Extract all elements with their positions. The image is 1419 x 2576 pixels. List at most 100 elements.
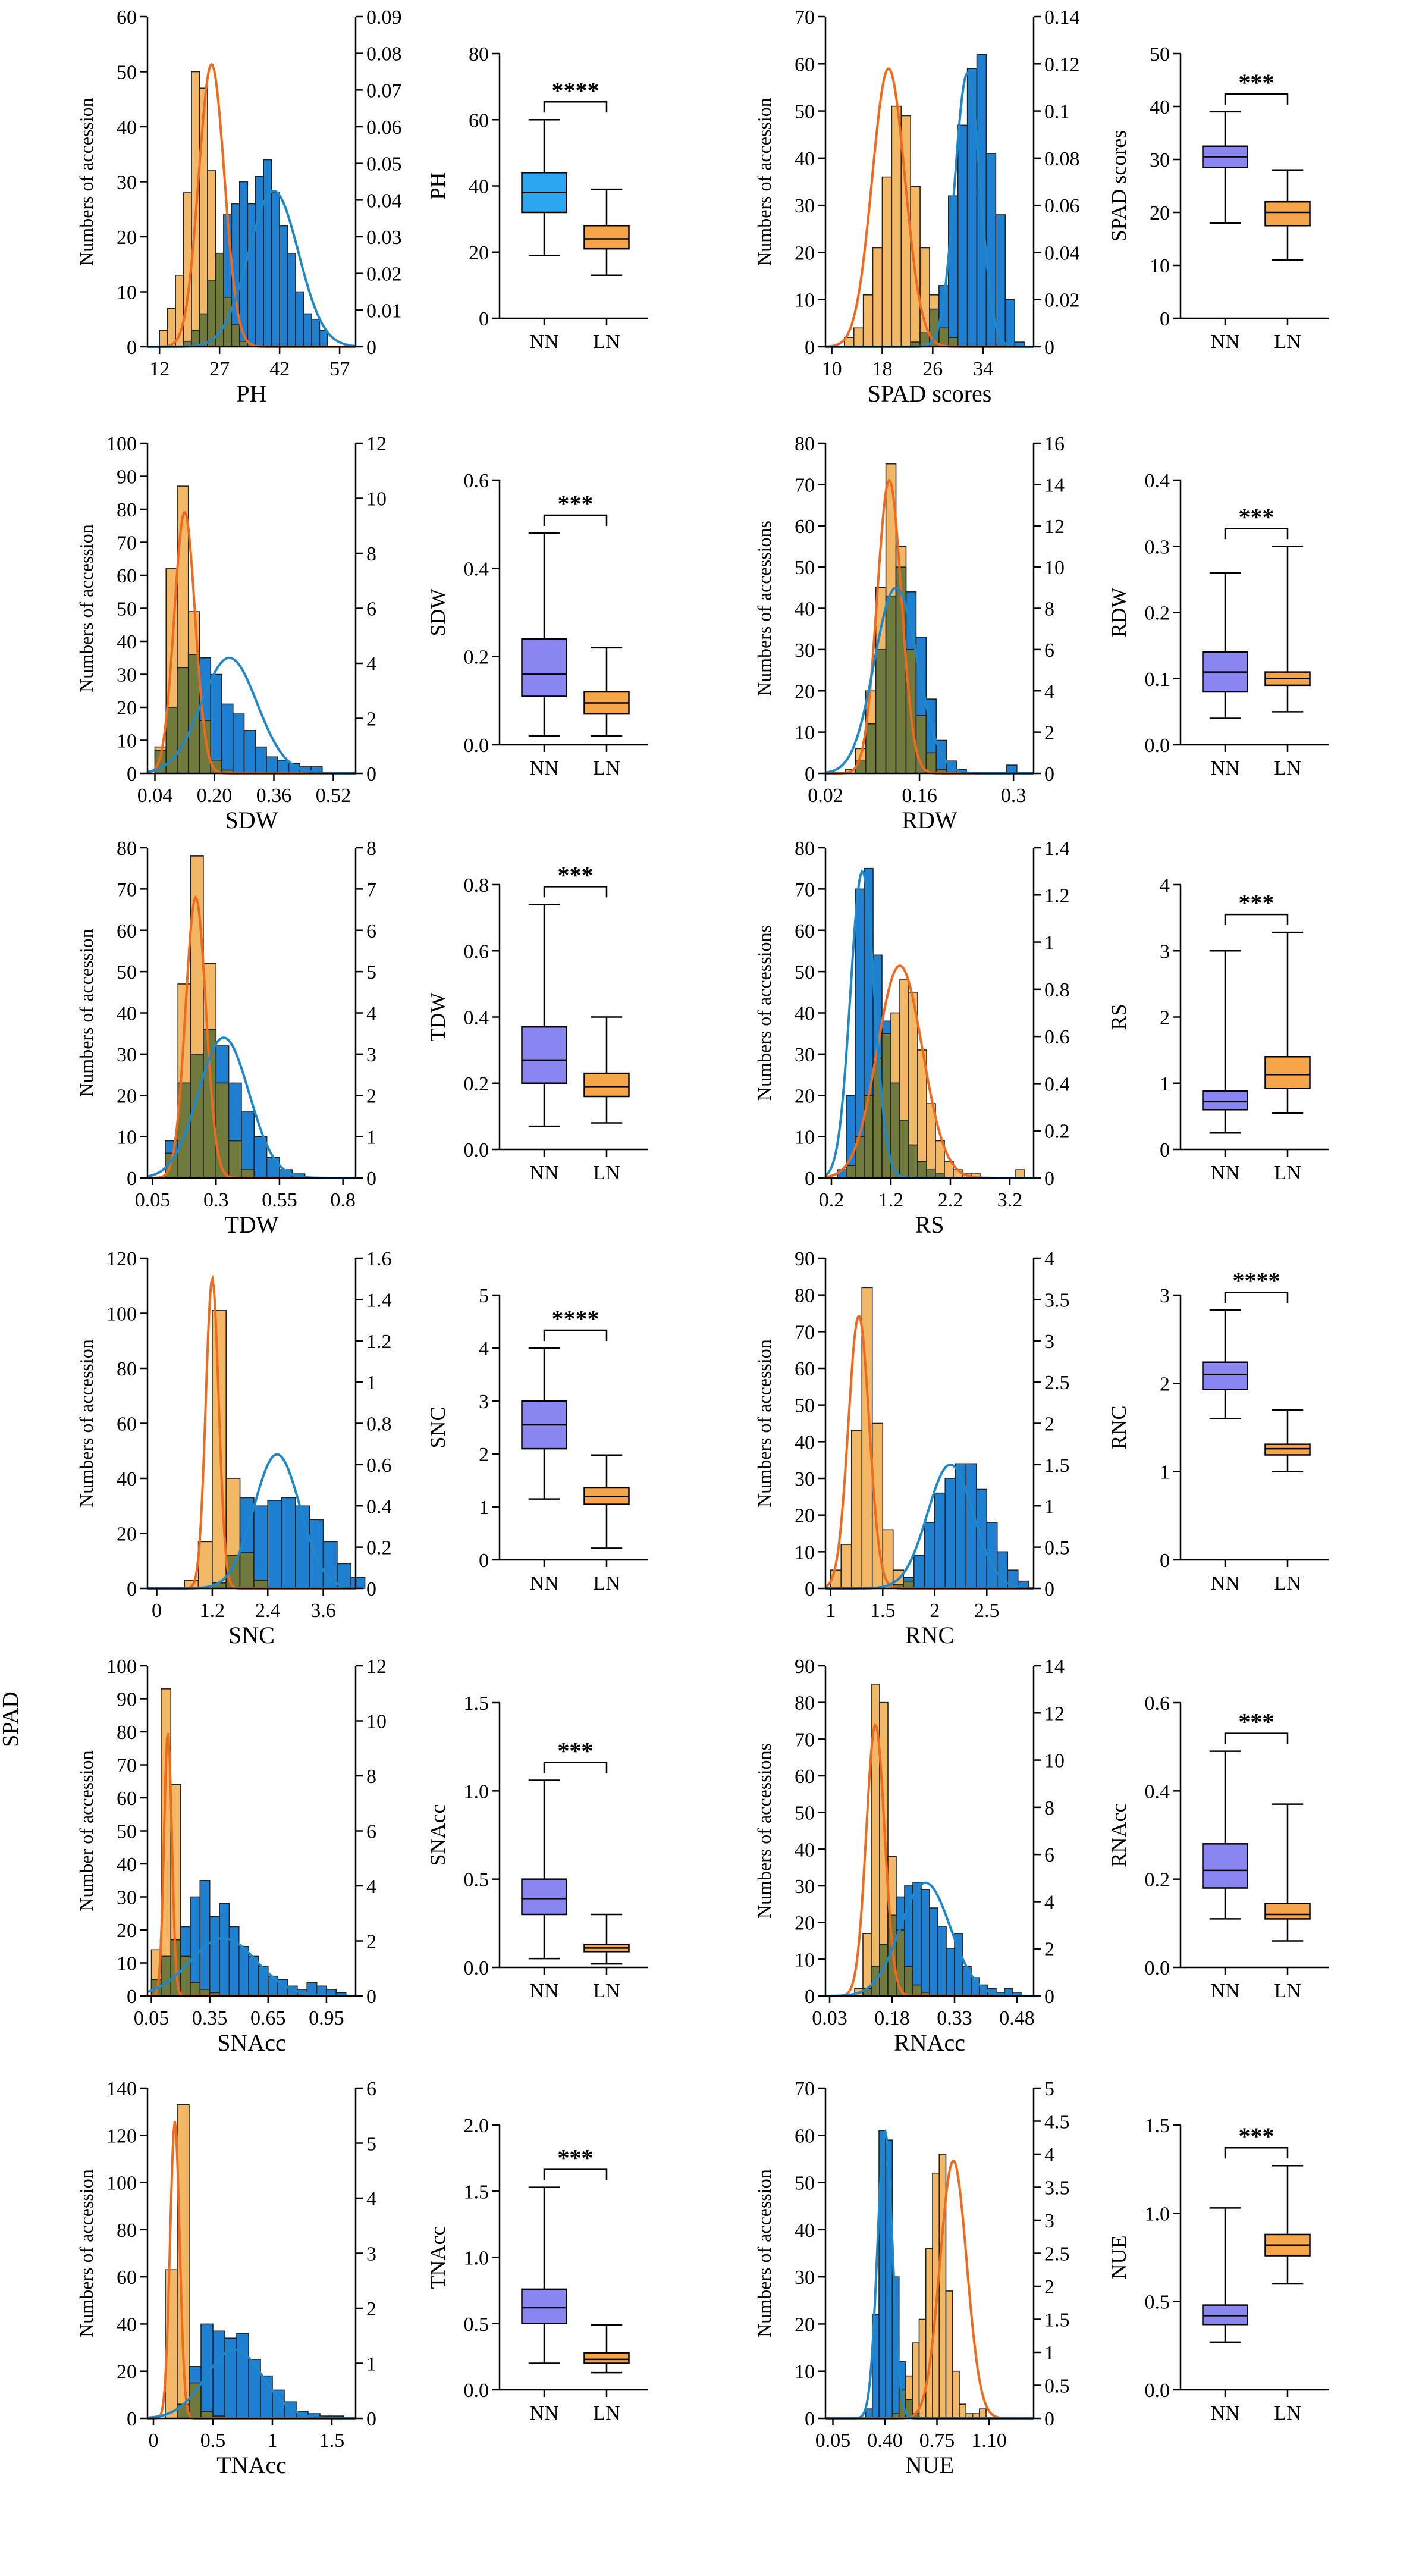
y2-tick-label-RNC-2: 1 xyxy=(1044,1496,1054,1518)
nn-bar-PH-16 xyxy=(287,252,296,347)
y2-tick-label-SNC-1: 0.2 xyxy=(366,1537,392,1559)
y2-tick-label-PH-5: 0.05 xyxy=(366,153,402,176)
nn-bar-RNC-9 xyxy=(924,1522,935,1589)
stray-label-spad: SPAD xyxy=(0,1691,23,1747)
y-tick-label-SPAD-0: 0 xyxy=(805,337,815,359)
y-tick-label-PH_box-4: 80 xyxy=(469,43,489,65)
y-tick-label-RDW-2: 20 xyxy=(795,681,815,703)
nn-bar-RNC-13 xyxy=(965,1463,977,1589)
nn-bar-RNAcc-7 xyxy=(912,1882,922,1997)
x-axis-label-RS: RS xyxy=(915,1211,944,1238)
y-tick-label-TDW-2: 20 xyxy=(117,1085,137,1107)
y-tick-label-TDW-5: 50 xyxy=(117,961,137,983)
y-tick-label-SDW-3: 30 xyxy=(117,665,137,687)
nn-bar-SDW-11 xyxy=(277,760,290,774)
y-axis-label-RS_box: RS xyxy=(1107,1004,1131,1030)
y-tick-label-RS-4: 40 xyxy=(795,1003,815,1025)
nn-bar-PH-18 xyxy=(303,313,312,347)
x-tick-label-SNAcc-1: 0.35 xyxy=(192,2007,228,2029)
y-tick-label-RDW_box-0: 0.0 xyxy=(1145,735,1170,757)
y2-tick-label-RS-3: 0.6 xyxy=(1044,1026,1070,1048)
y2-tick-label-SNAcc-2: 4 xyxy=(366,1876,376,1898)
x-tick-label-RS-2: 2.2 xyxy=(938,1189,963,1211)
y2-tick-label-RS-7: 1.4 xyxy=(1044,838,1070,860)
y-tick-label-TDW_box-2: 0.4 xyxy=(464,1007,489,1029)
y2-tick-label-RNC-7: 3.5 xyxy=(1044,1289,1070,1311)
y-tick-label-RNAcc-0: 0 xyxy=(805,1986,815,2008)
y-tick-label-TNAcc-4: 80 xyxy=(117,2220,137,2242)
histogram-RNC: 0 10 20 30 40 50 60 70 80 90 0 0.5 1 1.5 2 2.5 3 3.5 4 1 1.5… xyxy=(754,1248,1070,1649)
y2-tick-label-SPAD-6: 0.12 xyxy=(1044,54,1080,76)
y-tick-label-RNAcc_box-0: 0.0 xyxy=(1145,1957,1170,1979)
y-tick-label-TDW-6: 60 xyxy=(117,920,137,942)
category-label-nn-RNC_box: NN xyxy=(1210,1572,1239,1594)
y2-tick-label-SNAcc-4: 8 xyxy=(366,1766,376,1788)
x-tick-label-RNAcc-0: 0.03 xyxy=(812,2007,847,2029)
y2-tick-label-RNC-0: 0 xyxy=(1044,1578,1054,1600)
x-axis-label-NUE: NUE xyxy=(905,2452,954,2478)
ln-bar-SPAD-5 xyxy=(891,105,902,347)
y-tick-label-RDW-1: 10 xyxy=(795,722,815,744)
category-label-ln-RNAcc_box: LN xyxy=(1274,1980,1301,2002)
y-tick-label-PH-1: 10 xyxy=(117,282,137,304)
nn-bar-TNAcc-7 xyxy=(248,2359,261,2419)
significance-label-SNAcc_box: *** xyxy=(558,1738,594,1765)
x-tick-label-SNAcc-0: 0.05 xyxy=(134,2007,169,2029)
significance-bracket-RDW_box xyxy=(1224,528,1289,540)
nn-bar-TDW-6 xyxy=(241,1111,255,1179)
y-tick-label-RDW-4: 40 xyxy=(795,598,815,621)
x-tick-label-NUE-3: 1.10 xyxy=(971,2430,1007,2452)
y-tick-label-RS-6: 60 xyxy=(795,920,815,942)
boxplot-SPAD_box: 0 10 20 30 40 50 NN LN *** SPAD scores xyxy=(1107,43,1329,353)
nn-bar-SNAcc-4 xyxy=(190,1896,201,1997)
category-label-ln-TNAcc_box: LN xyxy=(593,2402,620,2424)
y-tick-label-SNC-3: 60 xyxy=(117,1414,137,1436)
ln-bar-NUE-12 xyxy=(945,2290,953,2419)
nn-bar-RDW-16 xyxy=(1006,764,1018,774)
y-tick-label-PH_box-3: 60 xyxy=(469,109,489,131)
y2-tick-label-RNAcc-0: 0 xyxy=(1044,1986,1054,2008)
y2-tick-label-PH-6: 0.06 xyxy=(366,117,402,139)
overlap-bar-RS-8 xyxy=(908,1144,918,1179)
y-tick-label-RDW-3: 30 xyxy=(795,640,815,662)
y2-tick-label-RS-5: 1 xyxy=(1044,932,1054,954)
y-tick-label-RNC-9: 90 xyxy=(795,1248,815,1270)
category-label-nn-NUE_box: NN xyxy=(1210,2402,1239,2424)
box-nn-SDW_box xyxy=(521,638,567,697)
ln-bar-SNC-2 xyxy=(212,1310,227,1589)
boxplot-RDW_box: 0.0 0.1 0.2 0.3 0.4 NN LN *** RDW xyxy=(1107,470,1329,779)
box-ln-RNC_box xyxy=(1264,1443,1311,1456)
overlap-bar-RNAcc-5 xyxy=(896,1929,905,1997)
y-tick-label-SDW-4: 40 xyxy=(117,631,137,653)
ln-bar-NUE-14 xyxy=(959,2403,967,2419)
y-tick-label-SPAD_box-2: 20 xyxy=(1150,202,1170,224)
y2-tick-label-NUE-6: 3 xyxy=(1044,2210,1054,2232)
nn-bar-SNAcc-9 xyxy=(238,1945,249,1997)
y2-tick-label-PH-2: 0.02 xyxy=(366,264,402,286)
y2-tick-label-SNAcc-0: 0 xyxy=(366,1986,376,2008)
x-tick-label-SDW-1: 0.20 xyxy=(197,785,233,807)
histogram-SDW: 0 10 20 30 40 50 60 70 80 90 100 0 2 4 6 8 10 12 0.04 0.20 0… xyxy=(76,433,387,833)
y-axis-label-SNC: Numbers of accession xyxy=(76,1339,97,1508)
y2-tick-label-RNAcc-3: 6 xyxy=(1044,1844,1054,1866)
y-tick-label-RDW-5: 50 xyxy=(795,557,815,579)
y2-tick-label-NUE-10: 5 xyxy=(1044,2078,1054,2100)
x-tick-label-SNC-1: 1.2 xyxy=(200,1600,225,1622)
y-tick-label-TNAcc-5: 100 xyxy=(106,2173,137,2195)
y-axis-label-RNC_box: RNC xyxy=(1107,1405,1131,1449)
y-tick-label-TDW_box-3: 0.6 xyxy=(464,941,489,963)
y-tick-label-RDW-8: 80 xyxy=(795,433,815,455)
y-tick-label-PH-5: 50 xyxy=(117,62,137,84)
significance-label-TDW_box: *** xyxy=(558,861,594,888)
y-tick-label-SNC-4: 80 xyxy=(117,1358,137,1380)
y-tick-label-RNC-2: 20 xyxy=(795,1505,815,1527)
nn-bar-SDW-8 xyxy=(243,730,256,774)
nn-bar-TDW-8 xyxy=(266,1157,280,1179)
x-axis-label-SNC: SNC xyxy=(228,1622,275,1649)
y-tick-label-TDW-7: 70 xyxy=(117,879,137,901)
y-tick-label-SNAcc-0: 0 xyxy=(127,1986,137,2008)
nn-bar-PH-12 xyxy=(255,176,264,347)
y-axis-label-RNAcc_box: RNAcc xyxy=(1107,1803,1131,1867)
y-tick-label-NUE_box-3: 1.5 xyxy=(1145,2115,1170,2137)
ln-bar-SPAD-1 xyxy=(853,327,864,347)
